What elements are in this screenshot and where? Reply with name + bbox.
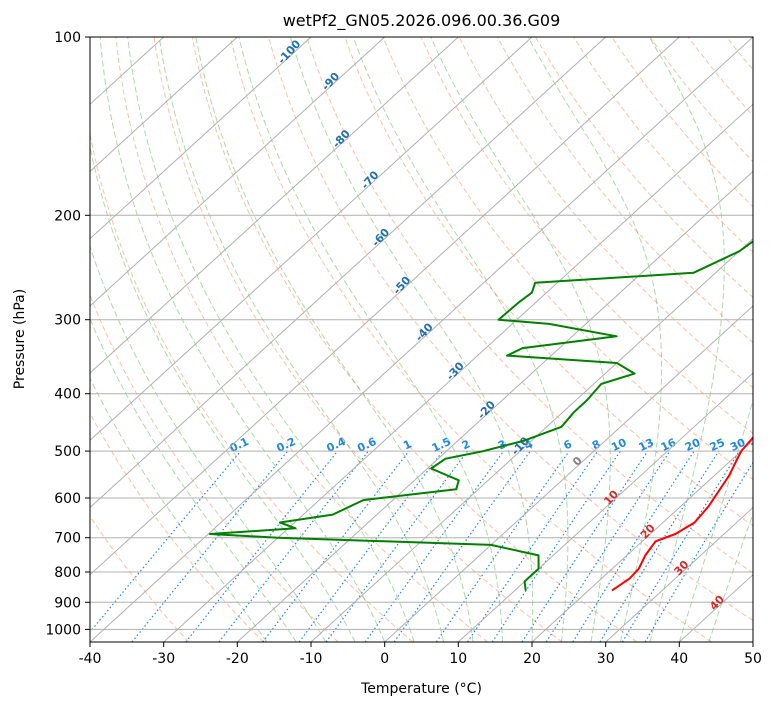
y-tick-label: 400 xyxy=(54,387,81,403)
moist-adiabat-line xyxy=(195,37,474,642)
dry-adiabat-line xyxy=(306,37,753,574)
mixing-ratio-line xyxy=(393,450,531,642)
moist-adiabats xyxy=(90,37,753,642)
x-axis-ticks: -40 -30 -20 -10 0 10 20 30 40 50 xyxy=(79,642,762,667)
dry-adiabat-line xyxy=(229,37,712,642)
x-tick-label: 40 xyxy=(670,651,688,667)
x-axis-label: Temperature (°C) xyxy=(360,681,482,697)
isotherm-line xyxy=(457,372,753,642)
x-tick-label: 10 xyxy=(449,651,467,667)
x-tick-label: 50 xyxy=(744,651,762,667)
mixing-ratio-line xyxy=(218,450,369,642)
mixing-ratio-line xyxy=(185,450,339,642)
x-tick-label: -10 xyxy=(300,651,323,667)
isotherm-line xyxy=(90,37,238,173)
x-tick-label: -20 xyxy=(226,651,249,667)
isotherm-line xyxy=(90,37,386,307)
moist-adiabat-line xyxy=(678,398,753,642)
isotherm-line xyxy=(163,103,753,642)
dry-adiabat-line xyxy=(191,37,638,642)
dry-adiabat-line xyxy=(535,37,753,298)
moist-adiabat-line xyxy=(90,244,327,642)
isotherm-line xyxy=(531,439,753,642)
y-tick-label: 100 xyxy=(54,30,81,46)
isotherm-line xyxy=(90,37,459,374)
dry-adiabat-line xyxy=(611,37,753,208)
plot-frame xyxy=(89,36,754,643)
y-tick-label: 300 xyxy=(54,313,81,329)
dry-adiabat-line xyxy=(496,37,753,344)
pressure-gridlines xyxy=(90,37,753,630)
chart-title: wetPf2_GN05.2026.096.00.36.G09 xyxy=(283,11,561,31)
moist-adiabat-line xyxy=(527,37,663,642)
dry-adiabat-line xyxy=(90,131,414,642)
mixing-ratio-label: 25 xyxy=(708,436,727,454)
mixing-ratio-line xyxy=(131,450,289,642)
x-tick-label: -30 xyxy=(152,651,175,667)
dry-adiabat-line xyxy=(649,37,753,163)
mixing-ratio-line xyxy=(572,450,695,642)
dry-adiabat-line xyxy=(268,37,753,622)
mixing-ratio-lines: 0.10.20.40.611.52346810131620253036 xyxy=(90,435,769,642)
isotherm-line xyxy=(384,305,753,642)
mixing-ratio-line xyxy=(90,450,242,633)
isotherm-line xyxy=(90,37,607,509)
mixing-ratio-label: 10 xyxy=(609,436,629,454)
moist-adiabat-line xyxy=(127,37,415,642)
y-tick-label: 700 xyxy=(54,531,81,547)
moist-adiabat-line xyxy=(352,37,569,642)
dry-adiabat-line xyxy=(115,37,488,642)
x-tick-label: 30 xyxy=(597,651,615,667)
y-tick-label: 500 xyxy=(54,444,81,460)
moist-adiabat-line xyxy=(90,144,356,642)
moist-adiabat-line xyxy=(158,37,445,642)
moist-adiabat-line xyxy=(430,37,611,642)
isotherm-line xyxy=(310,237,753,642)
y-tick-label: 900 xyxy=(54,595,81,611)
isotherm-line xyxy=(90,37,680,576)
x-tick-label: 0 xyxy=(380,651,389,667)
isotherm-line xyxy=(236,170,753,642)
dry-adiabat-line xyxy=(90,515,190,642)
x-tick-label: -40 xyxy=(79,651,102,667)
y-tick-label: 1000 xyxy=(45,622,81,638)
mixing-ratio-label: 13 xyxy=(637,436,656,454)
mixing-ratio-label: 36 xyxy=(749,436,769,454)
temperature-line xyxy=(611,436,753,592)
mixing-ratio-line xyxy=(545,450,671,642)
profile-series xyxy=(208,240,753,592)
mixing-ratio-line xyxy=(644,461,753,642)
y-axis-ticks: 100 200 300 400 500 600 700 800 900 1000 xyxy=(45,30,90,638)
moist-adiabat-line xyxy=(289,37,534,642)
mixing-ratio-line xyxy=(599,450,720,642)
dewpoint-line xyxy=(208,240,753,591)
y-tick-label: 200 xyxy=(54,208,81,224)
dry-adiabat-line xyxy=(344,37,753,527)
moist-adiabat-line xyxy=(90,317,297,642)
isotherm-line xyxy=(90,37,533,442)
mixing-ratio-label: 20 xyxy=(683,436,703,454)
y-tick-label: 800 xyxy=(54,565,81,581)
moist-adiabat-line xyxy=(99,37,386,642)
dry-adiabat-line xyxy=(458,37,753,389)
isotherm-line xyxy=(90,37,312,240)
moist-adiabat-line xyxy=(90,377,268,642)
dry-adiabat-line xyxy=(90,293,339,642)
y-tick-label: 600 xyxy=(54,491,81,507)
isotherm-line xyxy=(605,506,753,642)
isotherms xyxy=(90,37,753,642)
y-axis-label: Pressure (hPa) xyxy=(12,289,28,389)
mixing-ratio-line xyxy=(467,450,599,642)
mixing-ratio-line xyxy=(262,450,410,642)
moist-adiabat-line xyxy=(238,37,503,642)
mixing-ratio-line xyxy=(364,450,505,642)
moist-adiabat-line xyxy=(648,37,725,642)
x-tick-label: 20 xyxy=(523,651,541,667)
mixing-ratio-label: 16 xyxy=(659,436,679,454)
isotherm-line xyxy=(90,37,753,642)
